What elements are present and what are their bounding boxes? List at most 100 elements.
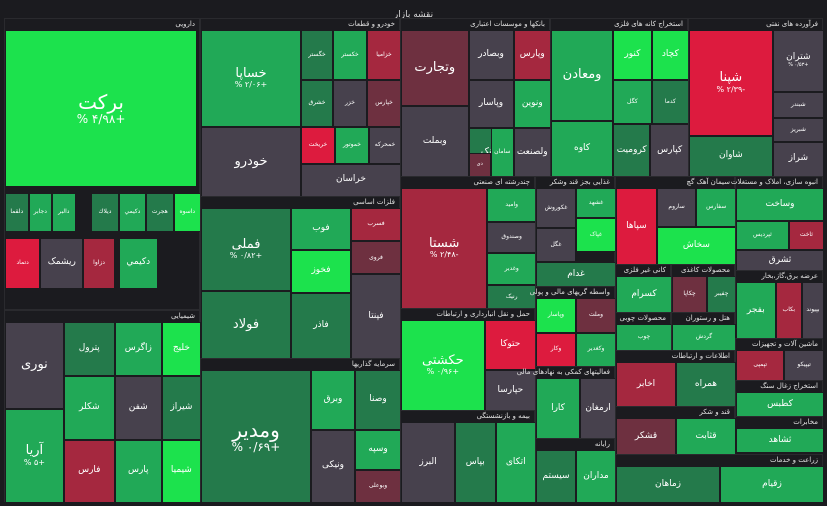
stock-tile[interactable]: ونوین [513, 79, 551, 129]
stock-tile[interactable]: فاذر [291, 292, 351, 359]
stock-tile[interactable]: خزامیا [367, 30, 401, 81]
stock-tile[interactable]: خمحرکه [369, 126, 401, 164]
stock-tile[interactable]: قثابت [676, 418, 736, 455]
stock-tile[interactable]: وصنا [355, 370, 401, 430]
stock-tile[interactable]: کسرام [616, 276, 672, 313]
stock-tile[interactable]: فارس [63, 439, 115, 503]
stock-tile[interactable]: وساخت [736, 188, 824, 222]
stock-tile[interactable]: کدما [651, 79, 689, 125]
stock-tile[interactable]: ارمغان [580, 378, 616, 439]
stock-tile[interactable]: فملی +۰/۸۲ % [201, 208, 291, 292]
stock-tile[interactable]: نوری [5, 322, 64, 409]
stock-tile[interactable]: وصندوق [487, 221, 536, 254]
stock-tile[interactable]: ديلاك [91, 192, 119, 233]
stock-tile[interactable]: هجرت [146, 192, 174, 233]
stock-tile[interactable]: فخوز [291, 250, 351, 293]
stock-tile[interactable]: سفارس [696, 188, 736, 227]
stock-tile[interactable]: خزر [333, 80, 367, 127]
stock-tile[interactable]: بفجر [736, 282, 776, 339]
stock-tile[interactable]: دالبر [52, 192, 76, 233]
stock-tile[interactable]: وکار [536, 332, 576, 367]
stock-tile[interactable]: خگستر [301, 30, 333, 81]
stock-tile[interactable]: شاوان [689, 135, 773, 177]
stock-tile[interactable]: حکشتی +۰/۹۶ % [401, 320, 485, 411]
stock-tile[interactable]: کاوه [551, 121, 614, 177]
stock-tile[interactable]: خپارس [367, 80, 401, 127]
stock-tile[interactable]: کگل [613, 79, 652, 125]
stock-tile[interactable]: داسوه [173, 192, 201, 233]
stock-tile[interactable]: کنور [613, 30, 652, 80]
stock-tile[interactable]: وملت [576, 298, 616, 333]
stock-tile[interactable]: شفن [114, 376, 162, 440]
stock-tile[interactable]: اخابر [616, 362, 676, 407]
stock-tile[interactable]: خشرق [301, 80, 333, 127]
stock-tile[interactable]: خساپا +۲/۰۶ % [201, 30, 301, 127]
stock-tile[interactable]: ثاخت [788, 221, 824, 251]
stock-tile[interactable]: خریخت [301, 126, 335, 164]
stock-tile[interactable]: سیستم [536, 450, 576, 503]
stock-tile[interactable]: چوب [616, 324, 672, 351]
stock-tile[interactable]: غگل [536, 227, 576, 263]
stock-tile[interactable]: دتماد [5, 237, 41, 289]
stock-tile[interactable]: دجابر [28, 192, 53, 233]
stock-tile[interactable]: غدام [536, 262, 616, 287]
stock-tile[interactable]: قشکر [616, 418, 676, 455]
stock-tile[interactable]: بپیوند [802, 282, 824, 339]
stock-tile[interactable]: شبندر [772, 91, 824, 119]
stock-tile[interactable]: وامید [487, 188, 536, 222]
stock-tile[interactable]: خکستر [333, 30, 367, 81]
stock-tile[interactable]: همراه [676, 362, 736, 407]
stock-tile[interactable]: کرومیت [613, 124, 651, 177]
stock-tile[interactable]: سخاش [656, 226, 736, 265]
stock-tile[interactable]: ریشمک [40, 237, 84, 289]
stock-tile[interactable]: وپارس [513, 30, 551, 80]
stock-tile[interactable]: شتران +۰/۵۳ % [772, 30, 824, 92]
stock-tile[interactable]: غشهد [576, 188, 616, 218]
stock-tile[interactable]: چکاپا [672, 276, 708, 313]
stock-tile[interactable]: خراسان [301, 163, 401, 197]
stock-tile[interactable]: وبصادر [468, 30, 514, 80]
stock-tile[interactable]: زاگرس [114, 322, 162, 377]
stock-tile[interactable]: ونیکی [311, 429, 355, 503]
stock-tile[interactable]: مداران [576, 450, 616, 503]
stock-tile[interactable]: وبملت [401, 106, 469, 177]
stock-tile[interactable]: وپاسار [468, 79, 514, 129]
stock-tile[interactable]: دی [468, 153, 491, 177]
stock-tile[interactable]: زماهان [616, 466, 720, 503]
stock-tile[interactable]: پارس [114, 439, 162, 503]
stock-tile[interactable]: وتجارت [401, 30, 469, 107]
stock-tile[interactable]: ساروم [656, 188, 697, 227]
stock-tile[interactable]: اتکای [495, 422, 536, 503]
stock-tile[interactable]: ثشرق [736, 250, 824, 271]
stock-tile[interactable]: شبریز [772, 118, 824, 142]
stock-tile[interactable]: وسپه [355, 429, 401, 470]
stock-tile[interactable]: وبوعلی [355, 469, 401, 503]
stock-tile[interactable]: بکاب [775, 282, 802, 339]
stock-tile[interactable]: زقیام [720, 466, 824, 503]
stock-tile[interactable]: فپنتا [351, 274, 401, 359]
stock-tile[interactable]: البرز [401, 422, 455, 503]
stock-tile[interactable]: دکيمي [118, 192, 147, 233]
stock-tile[interactable]: پترول [63, 322, 115, 377]
stock-tile[interactable]: کپارس [650, 124, 689, 177]
stock-tile[interactable]: خلیج [161, 322, 201, 377]
stock-tile[interactable]: ثپردیس [736, 221, 789, 251]
stock-tile[interactable]: شپنا -۲/۳۹ % [689, 30, 773, 136]
stock-tile[interactable]: تیپیکو [784, 350, 824, 381]
stock-tile[interactable]: ثشاهد [736, 428, 824, 453]
stock-tile[interactable]: شیمیا [161, 439, 201, 503]
stock-tile[interactable]: برکت +۴/۹۸ % [5, 30, 198, 188]
stock-tile[interactable]: فروی [351, 241, 401, 275]
stock-tile[interactable]: غپاک [576, 217, 616, 253]
stock-tile[interactable]: آریا +۵ % [5, 408, 64, 503]
stock-tile[interactable]: شیراز [161, 376, 201, 440]
stock-tile[interactable]: دلقما [5, 192, 29, 233]
stock-tile[interactable]: گردش [672, 324, 736, 351]
stock-tile[interactable]: غکوروش [536, 188, 576, 228]
stock-tile[interactable]: چفیبر [707, 276, 736, 313]
stock-tile[interactable]: وغدیر [487, 253, 536, 285]
stock-tile[interactable]: سپاها [616, 188, 657, 265]
stock-tile[interactable]: کارا [536, 378, 580, 439]
stock-tile[interactable]: تپمپی [736, 350, 785, 381]
stock-tile[interactable]: کطبس [736, 392, 824, 417]
